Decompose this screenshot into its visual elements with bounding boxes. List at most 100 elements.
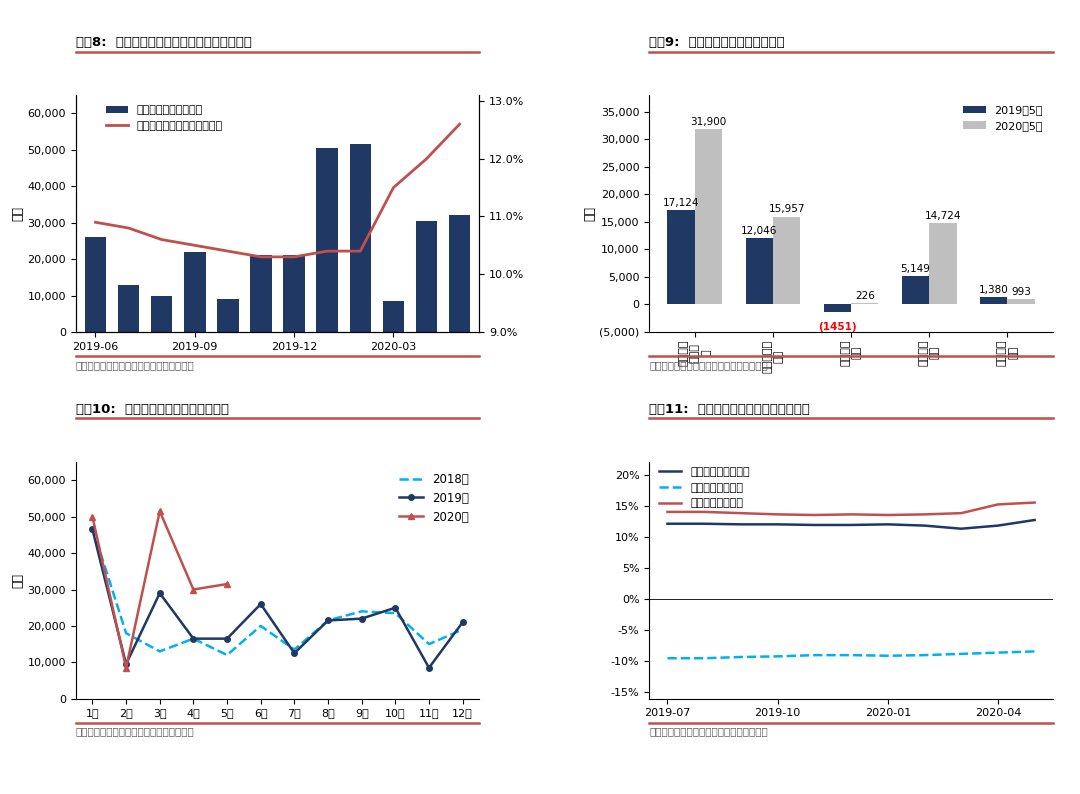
Text: (1451): (1451) bbox=[818, 322, 856, 333]
本外币贷款同比增速 bbox=[1028, 515, 1041, 525]
2019年 bbox=[120, 659, 133, 669]
2020年 bbox=[220, 580, 233, 589]
表外融资同比增速 bbox=[698, 653, 711, 663]
表外融资同比增速 bbox=[1028, 646, 1041, 656]
Text: 图表10:  各年度当月新增社会融资规模: 图表10: 各年度当月新增社会融资规模 bbox=[76, 403, 229, 416]
直接融资同比增速 bbox=[808, 511, 821, 520]
本外币贷款同比增速 bbox=[845, 520, 858, 530]
2020年 bbox=[86, 512, 99, 522]
本外币贷款同比增速 bbox=[881, 519, 894, 529]
直接融资同比增速 bbox=[955, 508, 968, 518]
Text: 993: 993 bbox=[1011, 287, 1031, 297]
直接融资同比增速 bbox=[991, 499, 1004, 509]
Bar bbox=[316, 148, 338, 332]
2020年 bbox=[187, 584, 200, 594]
表外融资同比增速 bbox=[918, 650, 931, 660]
表外融资同比增速 bbox=[808, 650, 821, 660]
Y-axis label: 亿元: 亿元 bbox=[12, 206, 25, 221]
2018年 bbox=[456, 625, 469, 634]
Bar bbox=[350, 145, 372, 332]
表外融资同比增速 bbox=[845, 650, 858, 660]
Legend: 2019年5月, 2020年5月: 2019年5月, 2020年5月 bbox=[959, 101, 1048, 135]
本外币贷款同比增速 bbox=[661, 519, 674, 529]
2018年 bbox=[422, 639, 435, 649]
本外币贷款同比增速 bbox=[918, 521, 931, 530]
Bar bbox=[217, 299, 239, 332]
表外融资同比增速 bbox=[991, 648, 1004, 657]
Line: 本外币贷款同比增速: 本外币贷款同比增速 bbox=[667, 520, 1035, 529]
2020年 bbox=[120, 663, 133, 673]
Bar bbox=[283, 256, 305, 332]
2019年 bbox=[153, 588, 166, 598]
本外币贷款同比增速 bbox=[991, 521, 1004, 530]
2019年 bbox=[422, 663, 435, 673]
直接融资同比增速 bbox=[661, 507, 674, 517]
直接融资同比增速 bbox=[734, 508, 747, 518]
本外币贷款同比增速 bbox=[698, 519, 711, 529]
Bar bbox=[667, 210, 694, 304]
2019年 bbox=[187, 634, 200, 643]
Text: 资料来源：中国人民银行，华泰证券研究所: 资料来源：中国人民银行，华泰证券研究所 bbox=[649, 727, 768, 737]
直接融资同比增速 bbox=[881, 511, 894, 520]
Bar bbox=[184, 252, 205, 332]
Bar bbox=[84, 237, 106, 332]
2018年 bbox=[288, 645, 301, 654]
Legend: 社会融资规模当月新增, 社会融资规模余额增速（右）: 社会融资规模当月新增, 社会融资规模余额增速（右） bbox=[102, 101, 228, 135]
本外币贷款同比增速 bbox=[808, 520, 821, 530]
本外币贷款同比增速 bbox=[734, 519, 747, 529]
表外融资同比增速 bbox=[734, 652, 747, 661]
表外融资同比增速 bbox=[955, 649, 968, 659]
2019年 bbox=[288, 649, 301, 658]
Text: 17,124: 17,124 bbox=[663, 198, 700, 208]
Line: 2018年: 2018年 bbox=[93, 527, 462, 655]
Bar bbox=[824, 304, 851, 312]
Text: 14,724: 14,724 bbox=[924, 211, 961, 222]
直接融资同比增速 bbox=[918, 510, 931, 519]
表外融资同比增速 bbox=[771, 652, 784, 661]
2019年 bbox=[86, 525, 99, 534]
2018年 bbox=[120, 628, 133, 638]
2018年 bbox=[86, 522, 99, 532]
Text: 12,046: 12,046 bbox=[741, 226, 778, 236]
Bar bbox=[851, 303, 878, 304]
Y-axis label: 亿元: 亿元 bbox=[583, 206, 596, 221]
2019年 bbox=[322, 615, 335, 625]
2019年 bbox=[220, 634, 233, 643]
Text: 资料来源：中国人民银行，华泰证券研究所: 资料来源：中国人民银行，华泰证券研究所 bbox=[76, 727, 194, 737]
2019年 bbox=[355, 614, 368, 623]
Bar bbox=[251, 256, 272, 332]
2018年 bbox=[322, 615, 335, 625]
2020年 bbox=[153, 507, 166, 516]
2018年 bbox=[389, 608, 402, 618]
直接融资同比增速 bbox=[698, 507, 711, 517]
Bar bbox=[902, 276, 929, 304]
Bar bbox=[773, 217, 800, 304]
直接融资同比增速 bbox=[771, 510, 784, 519]
Text: 图表11:  贷款、表外、直接融资同比增速: 图表11: 贷款、表外、直接融资同比增速 bbox=[649, 403, 810, 416]
Line: 2019年: 2019年 bbox=[90, 526, 465, 671]
2018年 bbox=[254, 621, 267, 630]
Text: 226: 226 bbox=[854, 291, 875, 301]
直接融资同比增速 bbox=[845, 510, 858, 519]
Bar bbox=[416, 221, 437, 332]
2018年 bbox=[153, 646, 166, 656]
表外融资同比增速 bbox=[661, 653, 674, 663]
Bar bbox=[382, 301, 404, 332]
Text: 图表9:  当月新增社会融资规模结构: 图表9: 当月新增社会融资规模结构 bbox=[649, 37, 785, 49]
本外币贷款同比增速 bbox=[955, 524, 968, 534]
Bar bbox=[694, 129, 723, 304]
Bar bbox=[449, 215, 471, 332]
表外融资同比增速 bbox=[881, 651, 894, 661]
2018年 bbox=[187, 634, 200, 643]
Text: 资料来源：中国人民银行，华泰证券研究所: 资料来源：中国人民银行，华泰证券研究所 bbox=[76, 360, 194, 370]
Text: 15,957: 15,957 bbox=[768, 204, 805, 214]
Legend: 本外币贷款同比增速, 表外融资同比增速, 直接融资同比增速: 本外币贷款同比增速, 表外融资同比增速, 直接融资同比增速 bbox=[654, 463, 754, 513]
直接融资同比增速 bbox=[1028, 498, 1041, 507]
Text: 31,900: 31,900 bbox=[690, 117, 727, 127]
2019年 bbox=[254, 599, 267, 609]
Line: 2020年: 2020年 bbox=[89, 507, 230, 671]
Bar bbox=[929, 223, 957, 304]
Line: 表外融资同比增速: 表外融资同比增速 bbox=[667, 651, 1035, 658]
Legend: 2018年, 2019年, 2020年: 2018年, 2019年, 2020年 bbox=[394, 468, 474, 528]
Text: 1,380: 1,380 bbox=[978, 284, 1009, 295]
